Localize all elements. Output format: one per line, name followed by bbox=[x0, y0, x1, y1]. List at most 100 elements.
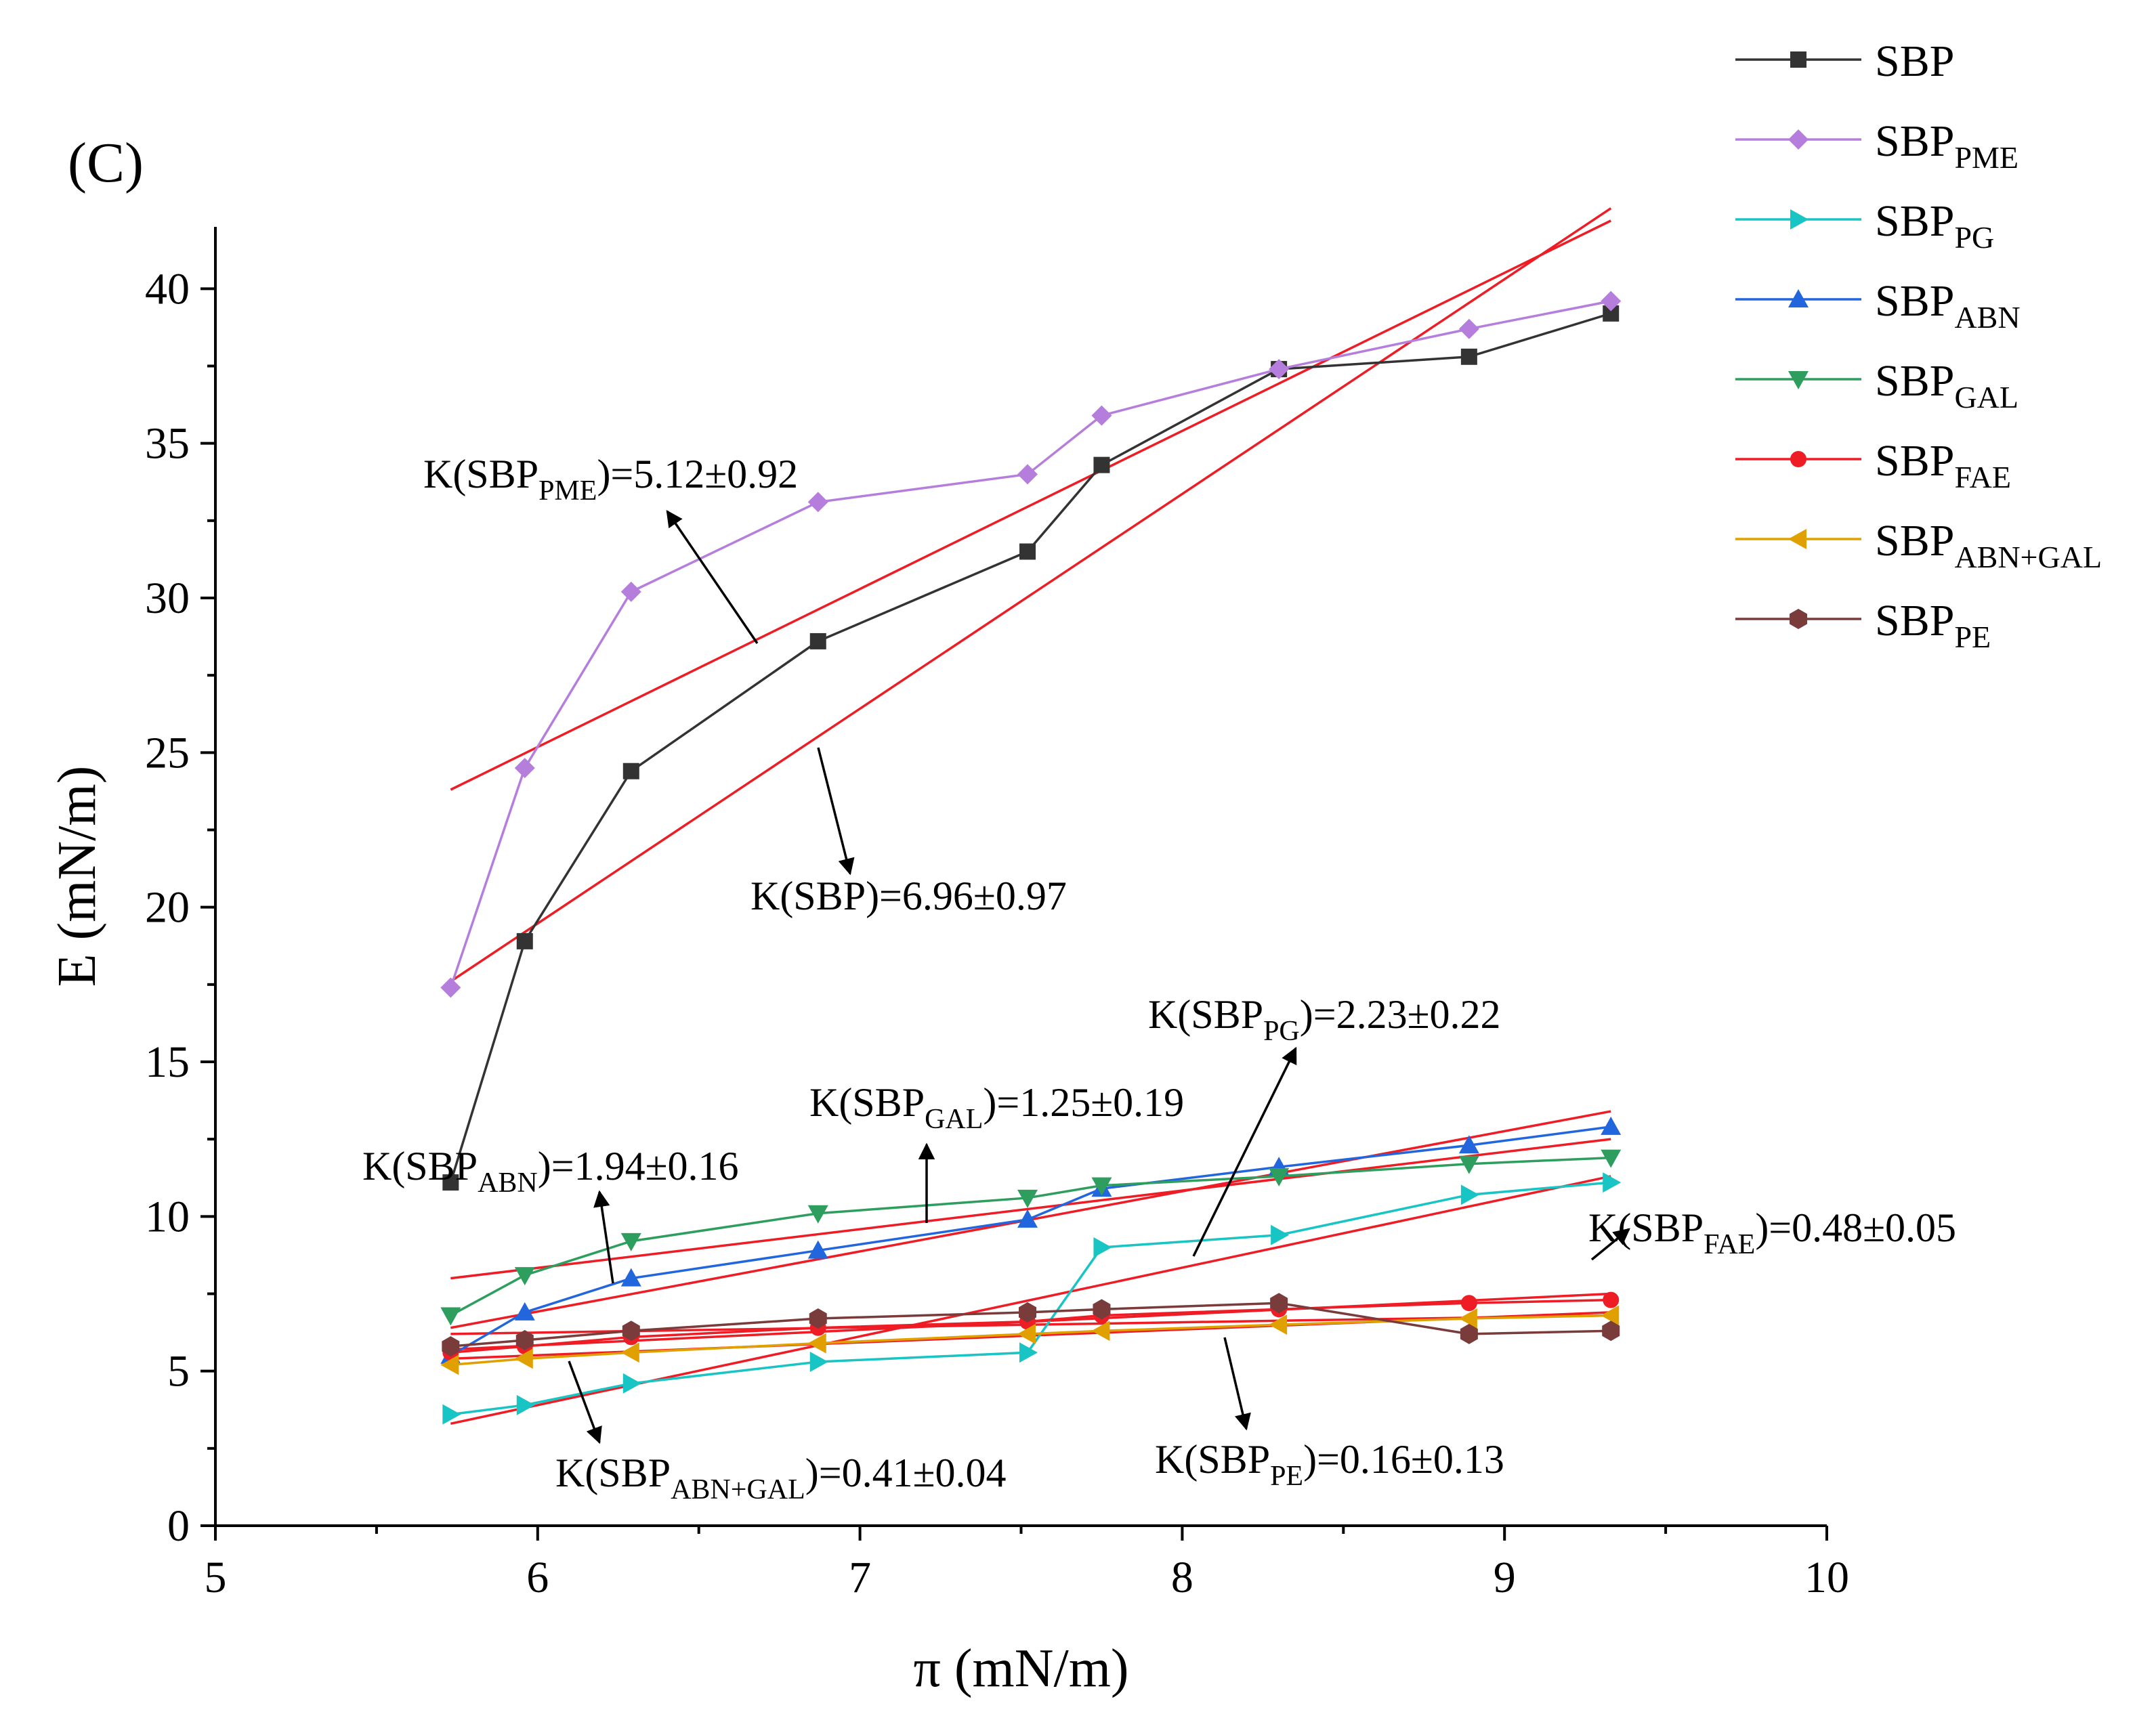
data-point-SBP_ABN-7 bbox=[1458, 1135, 1479, 1154]
anno-sbp-pe-label-post: )=0.16±0.13 bbox=[1303, 1437, 1504, 1482]
y-tick-label: 15 bbox=[145, 1037, 190, 1087]
anno-sbp-gal: K(SBPGAL)=1.25±0.19 bbox=[809, 1080, 1184, 1223]
anno-sbp-label: K(SBP)=6.96±0.97 bbox=[751, 874, 1067, 918]
legend-label-SBP-pre: SBP bbox=[1875, 37, 1954, 86]
data-point-SBP_ABN-8 bbox=[1601, 1116, 1622, 1135]
legend-marker-SBP_PE bbox=[1790, 609, 1807, 629]
anno-sbp-fae-label: K(SBPFAE)=0.48±0.05 bbox=[1588, 1205, 1956, 1260]
legend-label-SBP_PG-sub: PG bbox=[1954, 220, 1994, 255]
data-point-SBP-2 bbox=[622, 763, 639, 779]
anno-sbp-abn: K(SBPABN)=1.94±0.16 bbox=[362, 1144, 739, 1284]
anno-sbp-gal-label-post: )=1.25±0.19 bbox=[983, 1080, 1184, 1125]
data-point-SBP_PG-4 bbox=[1019, 1342, 1038, 1363]
legend-label-SBP_FAE-sub: FAE bbox=[1954, 460, 2011, 494]
data-point-SBP-3 bbox=[809, 632, 826, 649]
series-SBP_GAL bbox=[440, 1149, 1622, 1326]
data-point-SBP_GAL-8 bbox=[1601, 1149, 1622, 1168]
y-axis-title: E (mN/m) bbox=[47, 766, 107, 987]
legend-item-SBP_PE: SBPPE bbox=[1735, 596, 1991, 654]
x-axis-title: π (mN/m) bbox=[913, 1639, 1128, 1698]
data-point-SBP_PE-0 bbox=[442, 1336, 460, 1357]
anno-sbp-pe-label-pre: K(SBP bbox=[1155, 1437, 1270, 1482]
data-point-SBP_GAL-4 bbox=[1017, 1189, 1038, 1208]
data-point-SBP_ABN-3 bbox=[807, 1240, 828, 1259]
legend-label-SBP_PG-pre: SBP bbox=[1875, 196, 1954, 246]
anno-sbp-abn-gal: K(SBPABN+GAL)=0.41±0.04 bbox=[555, 1360, 1007, 1505]
x-tick-label: 7 bbox=[849, 1553, 871, 1602]
anno-sbp-pme: K(SBPPME)=5.12±0.92 bbox=[423, 452, 798, 644]
anno-sbp-pme-label: K(SBPPME)=5.12±0.92 bbox=[423, 452, 798, 507]
x-tick-label: 6 bbox=[526, 1553, 549, 1602]
data-point-SBP_GAL-2 bbox=[620, 1232, 641, 1251]
data-point-SBP_PE-4 bbox=[1019, 1302, 1037, 1323]
x-tick-label: 10 bbox=[1804, 1553, 1849, 1602]
data-point-SBP_GAL-1 bbox=[514, 1267, 535, 1286]
data-point-SBP_ABN-1 bbox=[514, 1302, 535, 1321]
data-point-SBP_ABN+GAL-8 bbox=[1601, 1305, 1620, 1326]
data-point-SBP-5 bbox=[1093, 456, 1110, 473]
anno-sbp-gal-label: K(SBPGAL)=1.25±0.19 bbox=[809, 1080, 1184, 1135]
data-point-SBP_PG-2 bbox=[622, 1373, 641, 1394]
fit-SBP bbox=[450, 207, 1612, 983]
data-point-SBP_PME-2 bbox=[620, 581, 641, 602]
anno-sbp-pe-arrow bbox=[1223, 1337, 1251, 1431]
anno-sbp-fae-label-pre: K(SBP bbox=[1588, 1205, 1704, 1250]
legend-label-SBP_PE: SBPPE bbox=[1875, 596, 1991, 654]
legend: SBPSBPPMESBPPGSBPABNSBPGALSBPFAESBPABN+G… bbox=[1735, 37, 2102, 654]
panel-label: (C) bbox=[68, 131, 144, 194]
anno-sbp-fae-arrow bbox=[1590, 1228, 1630, 1261]
data-point-SBP_ABN+GAL-4 bbox=[1017, 1323, 1036, 1344]
legend-marker-SBP_PG bbox=[1790, 209, 1809, 230]
legend-marker-SBP_ABN+GAL bbox=[1788, 529, 1806, 549]
anno-sbp-pme-arrow bbox=[666, 509, 759, 644]
anno-sbp-abn-gal-label-post: )=0.41±0.04 bbox=[805, 1451, 1007, 1495]
anno-sbp-pg-label: K(SBPPG)=2.23±0.22 bbox=[1148, 992, 1501, 1047]
legend-label-SBP_PME-pre: SBP bbox=[1875, 116, 1954, 166]
legend-item-SBP_FAE: SBPFAE bbox=[1735, 436, 2011, 494]
data-point-SBP_PME-3 bbox=[807, 492, 828, 513]
anno-sbp-pe-label: K(SBPPE)=0.16±0.13 bbox=[1155, 1437, 1504, 1492]
data-point-SBP_ABN-2 bbox=[620, 1268, 641, 1287]
anno-sbp-fae: K(SBPFAE)=0.48±0.05 bbox=[1588, 1205, 1956, 1261]
anno-sbp-abn-label-pre: K(SBP bbox=[362, 1144, 478, 1188]
x-tick-label: 8 bbox=[1171, 1553, 1193, 1602]
data-point-SBP_PG-5 bbox=[1093, 1237, 1112, 1258]
y-tick-label: 35 bbox=[145, 419, 190, 469]
y-tick-label: 40 bbox=[145, 264, 190, 314]
data-point-SBP_GAL-7 bbox=[1458, 1155, 1479, 1174]
data-point-SBP_PE-6 bbox=[1270, 1293, 1288, 1314]
legend-label-SBP_ABN+GAL-sub: ABN+GAL bbox=[1954, 540, 2102, 574]
anno-sbp-gal-label-pre: K(SBP bbox=[809, 1080, 925, 1125]
legend-label-SBP_GAL-pre: SBP bbox=[1875, 356, 1954, 406]
data-point-SBP_PME-0 bbox=[440, 977, 461, 998]
data-point-SBP_ABN+GAL-2 bbox=[620, 1342, 639, 1363]
legend-item-SBP_PG: SBPPG bbox=[1735, 196, 1994, 255]
legend-marker-SBP_ABN bbox=[1788, 289, 1809, 307]
anno-sbp-pme-label-sub: PME bbox=[538, 475, 597, 507]
legend-label-SBP: SBP bbox=[1875, 37, 1954, 86]
fit-lines bbox=[450, 207, 1612, 1425]
x-tick-label: 9 bbox=[1494, 1553, 1516, 1602]
anno-sbp-arrow bbox=[817, 747, 855, 876]
anno-sbp-label-pre: K(SBP)=6.96±0.97 bbox=[751, 874, 1067, 918]
data-point-SBP_ABN+GAL-3 bbox=[807, 1333, 826, 1354]
anno-sbp: K(SBP)=6.96±0.97 bbox=[751, 747, 1067, 918]
data-point-SBP_ABN+GAL-1 bbox=[514, 1348, 533, 1369]
data-point-SBP_PE-3 bbox=[809, 1308, 827, 1329]
legend-marker-SBP bbox=[1790, 51, 1806, 68]
legend-label-SBP_PME-sub: PME bbox=[1954, 140, 2018, 175]
data-point-SBP_PME-4 bbox=[1017, 464, 1038, 485]
data-point-SBP_GAL-5 bbox=[1091, 1177, 1112, 1196]
anno-sbp-abn-gal-label-sub: ABN+GAL bbox=[671, 1474, 805, 1505]
legend-label-SBP_GAL: SBPGAL bbox=[1875, 356, 2018, 414]
legend-label-SBP_PME: SBPPME bbox=[1875, 116, 2018, 175]
legend-label-SBP_GAL-sub: GAL bbox=[1954, 380, 2018, 414]
legend-label-SBP_FAE: SBPFAE bbox=[1875, 436, 2011, 494]
data-point-SBP_PG-0 bbox=[442, 1404, 461, 1425]
y-tick-label: 25 bbox=[145, 728, 190, 777]
data-point-SBP_ABN+GAL-6 bbox=[1269, 1314, 1288, 1335]
data-point-SBP_ABN+GAL-0 bbox=[440, 1354, 459, 1375]
data-point-SBP-1 bbox=[516, 932, 533, 949]
